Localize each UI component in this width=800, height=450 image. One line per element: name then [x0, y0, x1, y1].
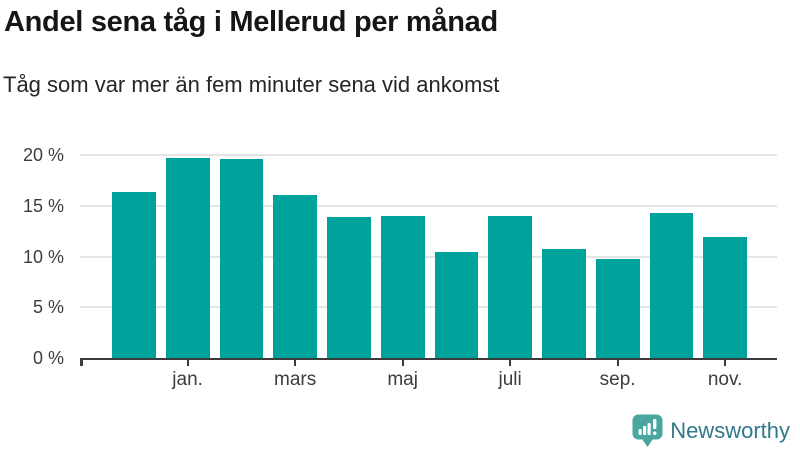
bar-okt[interactable] — [649, 212, 694, 358]
x-axis-start-tick — [80, 359, 83, 366]
bar-series — [112, 155, 747, 358]
bar-maj[interactable] — [380, 215, 425, 358]
x-slot-maj: maj — [381, 360, 425, 398]
x-tick-label: sep. — [599, 369, 636, 390]
x-slot-sep: sep. — [596, 360, 640, 398]
x-tick — [294, 360, 297, 366]
x-slot-aug — [542, 360, 586, 398]
x-slot-dec — [112, 360, 156, 398]
x-tick-label: jan. — [172, 369, 203, 390]
x-slot-feb — [220, 360, 264, 398]
x-tick — [724, 360, 727, 366]
gridline-20 — [80, 154, 777, 156]
bar-jan[interactable] — [165, 158, 210, 358]
bar-mars[interactable] — [273, 194, 317, 358]
chart-subtitle: Tåg som var mer än fem minuter sena vid … — [3, 72, 500, 97]
y-tick-label: 15 % — [22, 195, 64, 216]
x-slot-okt — [650, 360, 694, 398]
x-tick — [616, 360, 619, 366]
y-tick-label: 0 % — [32, 348, 64, 368]
bar-aug[interactable] — [542, 249, 586, 358]
newsworthy-brand[interactable]: Newsworthy — [632, 414, 790, 448]
x-tick-label: maj — [387, 369, 418, 390]
plot-area — [80, 154, 777, 358]
bar-sep[interactable] — [595, 258, 640, 358]
x-tick-label: mars — [274, 369, 317, 390]
x-slot-mars: mars — [273, 360, 317, 398]
x-tick-label: juli — [498, 369, 522, 390]
chart-title: Andel sena tåg i Mellerud per månad — [4, 6, 498, 38]
x-axis-line — [80, 358, 777, 360]
bar-feb[interactable] — [219, 159, 264, 358]
x-tick — [509, 360, 512, 366]
gridline-10 — [80, 255, 777, 258]
x-slot-juli: juli — [488, 360, 532, 398]
bar-nov[interactable] — [703, 237, 747, 358]
x-slot-nov: nov. — [703, 360, 747, 398]
y-tick-label: 10 % — [22, 246, 64, 267]
x-tick — [401, 360, 404, 366]
x-tick — [186, 360, 189, 366]
gridline-15 — [80, 204, 777, 207]
x-slot-apr — [327, 360, 371, 398]
y-axis: 0 % 5 % 10 % 15 % 20 % — [0, 145, 64, 368]
x-axis: jan. mars maj juli sep. nov. — [112, 360, 747, 398]
gridline-5 — [80, 306, 777, 309]
newsworthy-brand-name: Newsworthy — [670, 418, 790, 443]
x-tick-label: nov. — [707, 369, 743, 390]
x-slot-jan: jan. — [166, 360, 210, 398]
bar-dec[interactable] — [112, 191, 156, 358]
bar-juli[interactable] — [488, 215, 532, 358]
y-tick-label: 20 % — [22, 145, 64, 165]
x-slot-juni — [435, 360, 479, 398]
y-tick-label: 5 % — [32, 297, 64, 318]
bar-apr[interactable] — [327, 216, 371, 358]
bar-juni[interactable] — [434, 252, 479, 358]
newsworthy-logo-icon — [632, 414, 663, 448]
